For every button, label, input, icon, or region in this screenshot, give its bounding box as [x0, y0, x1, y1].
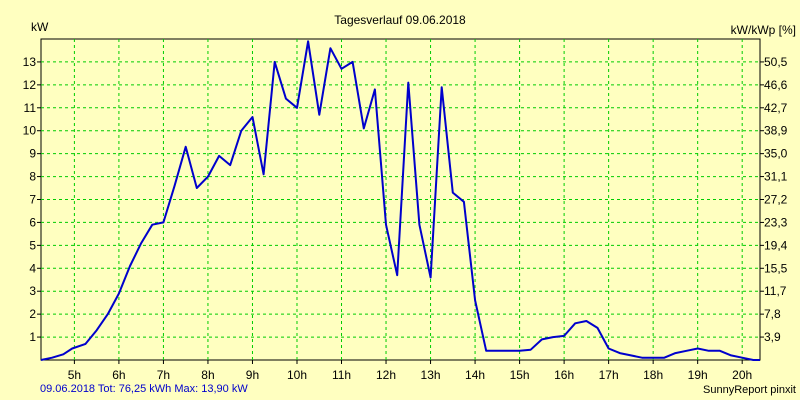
y-tick-label: 11	[24, 101, 37, 115]
y-tick-label: 12	[23, 78, 37, 92]
y2-tick-label: 7,8	[764, 307, 781, 321]
y-tick-label: 2	[29, 307, 36, 321]
x-axis-ticks: 5h 6h 7h 8h 9h 10h 11h 12h 13h 14h 15h 16h 17h 18h 19h…	[68, 360, 752, 382]
y2-tick-label: 46,6	[764, 78, 788, 92]
y2-tick-label: 23,3	[764, 215, 788, 229]
power-series-line	[40, 40, 760, 361]
y-tick-label: 8	[29, 170, 36, 184]
chart-title: Tagesverlauf 09.06.2018	[334, 13, 466, 27]
y2-tick-label: 38,9	[764, 124, 788, 138]
y2-tick-label: 42,7	[764, 101, 788, 115]
y2-tick-label: 19,4	[764, 238, 788, 252]
y2-tick-label: 15,5	[764, 261, 788, 275]
y2-tick-label: 3,9	[764, 330, 781, 344]
x-tick-label: 17h	[599, 368, 619, 382]
x-tick-label: 14h	[465, 368, 485, 382]
plot-area	[40, 38, 761, 361]
y2-tick-label: 31,1	[764, 170, 788, 184]
x-tick-label: 11h	[332, 368, 351, 382]
y2-axis-label: kW/kWp [%]	[731, 23, 796, 37]
y-tick-label: 5	[29, 238, 36, 252]
x-tick-label: 6h	[112, 368, 125, 382]
y2-tick-label: 50,5	[764, 55, 788, 69]
x-tick-label: 8h	[201, 368, 214, 382]
y-tick-label: 7	[29, 193, 36, 207]
x-tick-label: 16h	[554, 368, 574, 382]
y-axis-label: kW	[31, 20, 49, 34]
y-axis-right-ticks: 3,9 7,8 11,7 15,5 19,4 23,3 27,2 31,1 35,0 38,9 42…	[760, 55, 788, 344]
y-tick-label: 1	[29, 330, 36, 344]
x-tick-label: 7h	[157, 368, 170, 382]
y2-tick-label: 27,2	[764, 193, 788, 207]
y-tick-label: 10	[23, 124, 37, 138]
y2-tick-label: 11,7	[764, 284, 787, 298]
y-tick-label: 4	[29, 261, 36, 275]
x-tick-label: 13h	[421, 368, 441, 382]
x-tick-label: 5h	[68, 368, 81, 382]
y-tick-label: 6	[29, 215, 36, 229]
y-tick-label: 3	[29, 284, 36, 298]
footer-credit: SunnyReport pinxit	[703, 384, 796, 396]
footer-summary: 09.06.2018 Tot: 76,25 kWh Max: 13,90 kW	[40, 383, 248, 395]
x-tick-label: 9h	[246, 368, 259, 382]
y-tick-label: 9	[29, 147, 36, 161]
x-tick-label: 18h	[643, 368, 663, 382]
x-tick-label: 20h	[732, 368, 752, 382]
x-tick-label: 10h	[287, 368, 307, 382]
y2-tick-label: 35,0	[764, 147, 788, 161]
y-tick-label: 13	[23, 55, 37, 69]
x-tick-label: 12h	[376, 368, 396, 382]
x-tick-label: 19h	[688, 368, 708, 382]
x-tick-label: 15h	[510, 368, 530, 382]
